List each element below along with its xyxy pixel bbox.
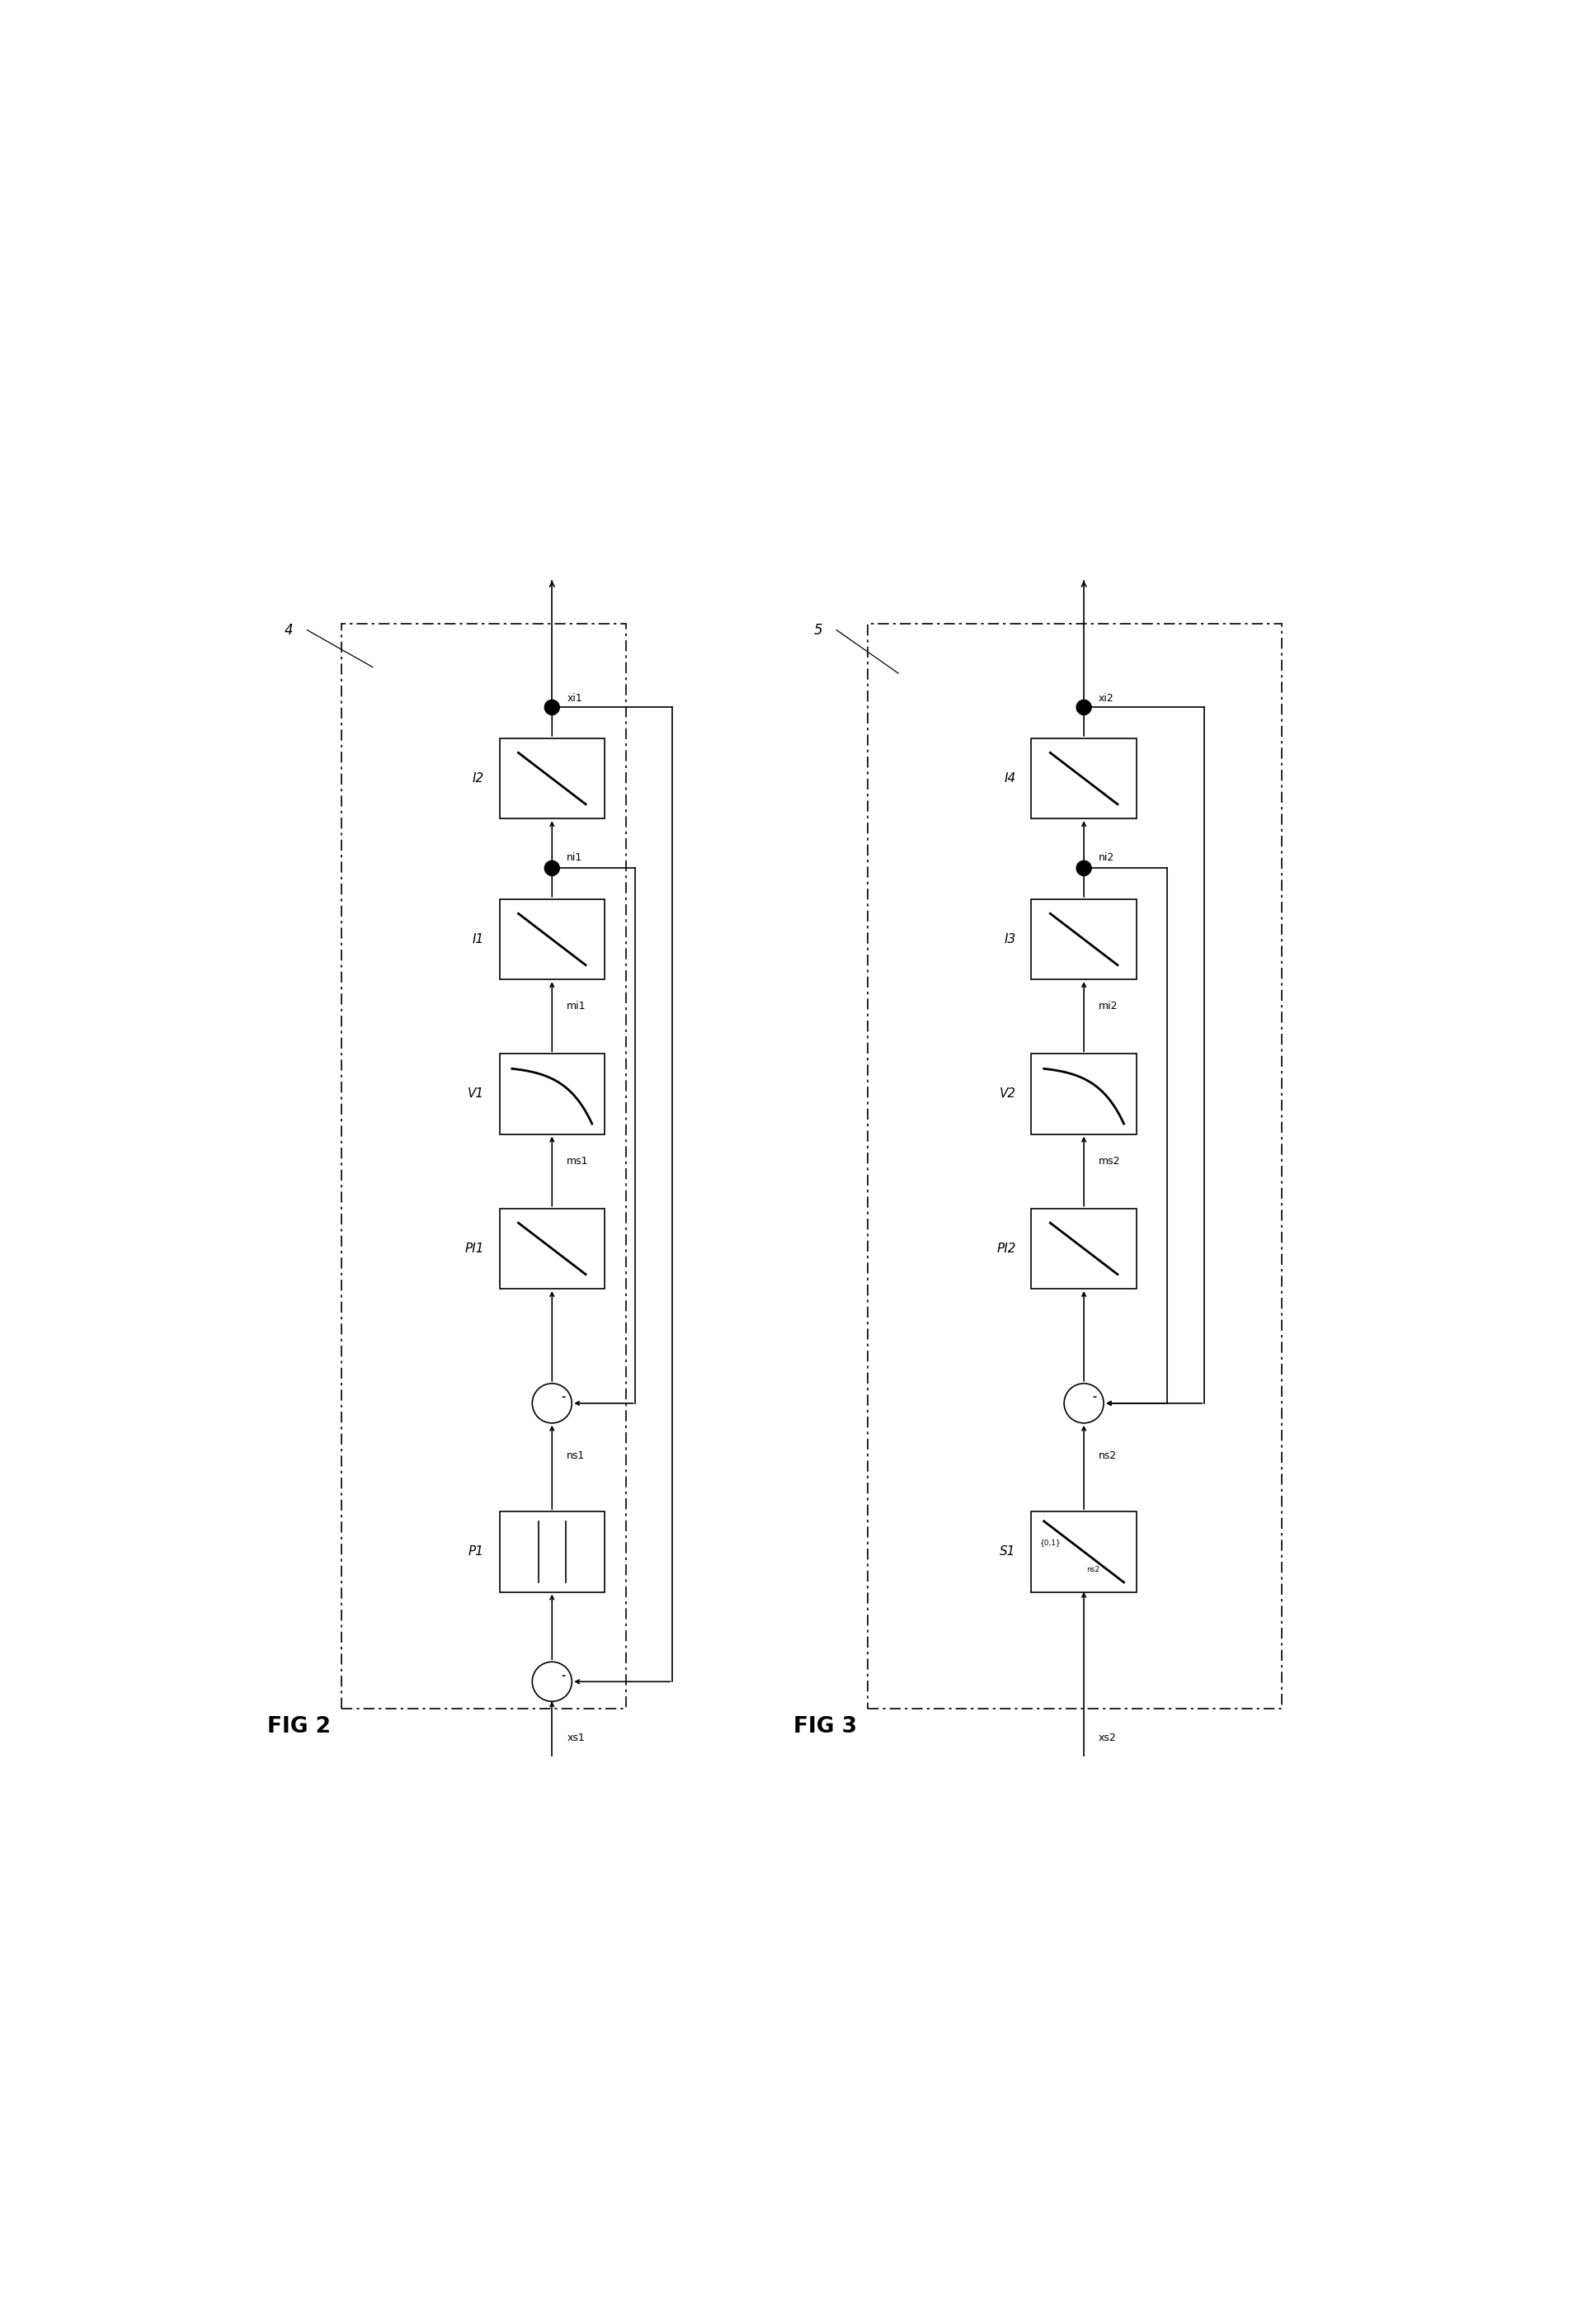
Text: FIG 2: FIG 2 xyxy=(268,1717,330,1737)
Circle shape xyxy=(1076,861,1092,877)
Text: ni2: ni2 xyxy=(1098,851,1114,863)
Text: I4: I4 xyxy=(1004,773,1015,785)
Text: xs1: xs1 xyxy=(567,1733,584,1744)
Bar xyxy=(1031,1054,1136,1134)
Text: mi2: mi2 xyxy=(1098,1001,1119,1012)
Bar xyxy=(868,624,1282,1710)
Text: mi1: mi1 xyxy=(567,1001,586,1012)
Text: ms1: ms1 xyxy=(567,1155,589,1167)
Text: xi1: xi1 xyxy=(567,693,583,704)
Text: I2: I2 xyxy=(472,773,484,785)
Text: P1: P1 xyxy=(468,1546,484,1558)
Text: V1: V1 xyxy=(468,1088,484,1100)
Bar xyxy=(1031,1208,1136,1289)
Circle shape xyxy=(1065,1383,1104,1422)
Text: {0,1}: {0,1} xyxy=(1039,1539,1061,1546)
Bar xyxy=(1031,739,1136,819)
Bar xyxy=(500,1208,605,1289)
Bar xyxy=(500,1512,605,1592)
Text: -: - xyxy=(560,1392,565,1404)
Circle shape xyxy=(531,1661,571,1700)
Text: ns1: ns1 xyxy=(567,1450,586,1461)
Text: I1: I1 xyxy=(472,934,484,946)
Text: ni1: ni1 xyxy=(567,851,583,863)
Text: PI2: PI2 xyxy=(996,1243,1015,1254)
Text: ns2: ns2 xyxy=(1098,1450,1117,1461)
Text: ms2: ms2 xyxy=(1098,1155,1120,1167)
Bar xyxy=(500,739,605,819)
Text: xs2: xs2 xyxy=(1098,1733,1117,1744)
Text: 4: 4 xyxy=(284,624,294,637)
Text: PI1: PI1 xyxy=(464,1243,484,1254)
Bar xyxy=(1031,1512,1136,1592)
Text: I3: I3 xyxy=(1004,934,1015,946)
Circle shape xyxy=(544,700,560,716)
Text: -: - xyxy=(1093,1392,1096,1404)
Text: ns2: ns2 xyxy=(1085,1565,1100,1574)
Circle shape xyxy=(1076,700,1092,716)
Text: FIG 3: FIG 3 xyxy=(793,1717,857,1737)
Bar xyxy=(1031,900,1136,980)
Bar xyxy=(500,900,605,980)
Bar xyxy=(342,624,626,1710)
Text: 5: 5 xyxy=(814,624,822,637)
Text: -: - xyxy=(560,1671,565,1682)
Circle shape xyxy=(544,861,560,877)
Text: V2: V2 xyxy=(999,1088,1015,1100)
Text: xi2: xi2 xyxy=(1098,693,1114,704)
Bar xyxy=(500,1054,605,1134)
Text: S1: S1 xyxy=(999,1546,1015,1558)
Circle shape xyxy=(531,1383,571,1422)
